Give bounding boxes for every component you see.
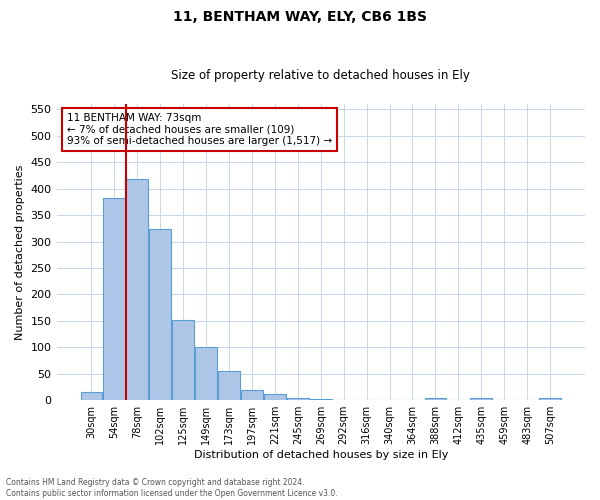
Text: 11, BENTHAM WAY, ELY, CB6 1BS: 11, BENTHAM WAY, ELY, CB6 1BS <box>173 10 427 24</box>
Bar <box>218 371 240 400</box>
Bar <box>264 394 286 400</box>
Bar <box>241 390 263 400</box>
Bar <box>127 179 148 400</box>
Bar <box>310 399 332 400</box>
Bar <box>470 398 492 400</box>
Bar <box>172 320 194 400</box>
Bar <box>80 392 103 400</box>
Bar <box>103 198 125 400</box>
Bar <box>539 398 561 400</box>
Bar <box>195 348 217 400</box>
Bar <box>149 230 171 400</box>
Bar <box>287 398 309 400</box>
Title: Size of property relative to detached houses in Ely: Size of property relative to detached ho… <box>172 69 470 82</box>
Y-axis label: Number of detached properties: Number of detached properties <box>15 164 25 340</box>
Bar <box>425 398 446 400</box>
X-axis label: Distribution of detached houses by size in Ely: Distribution of detached houses by size … <box>194 450 448 460</box>
Text: 11 BENTHAM WAY: 73sqm
← 7% of detached houses are smaller (109)
93% of semi-deta: 11 BENTHAM WAY: 73sqm ← 7% of detached h… <box>67 113 332 146</box>
Text: Contains HM Land Registry data © Crown copyright and database right 2024.
Contai: Contains HM Land Registry data © Crown c… <box>6 478 338 498</box>
